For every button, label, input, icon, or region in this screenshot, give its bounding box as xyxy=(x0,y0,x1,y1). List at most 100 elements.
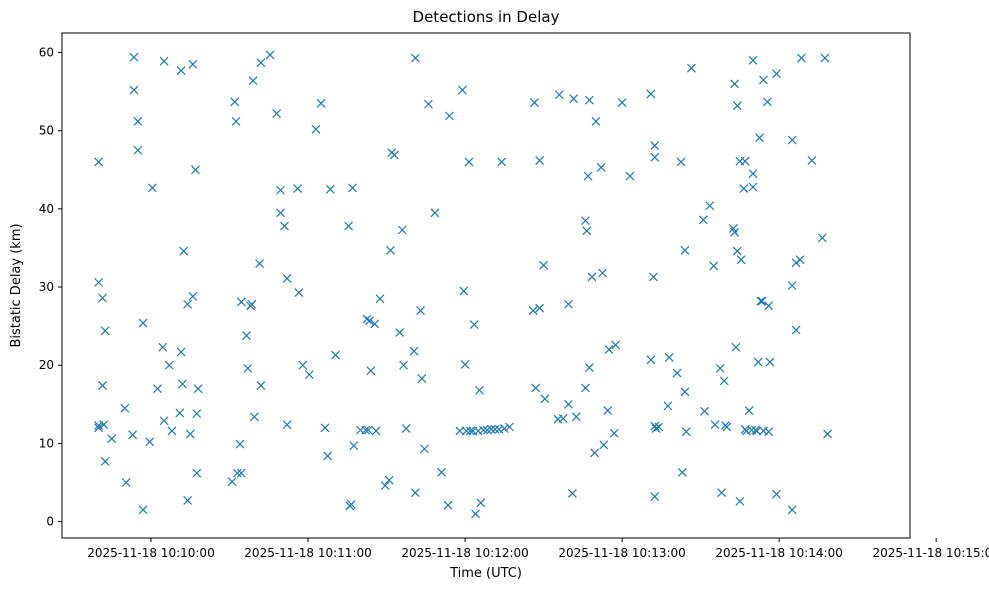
data-point xyxy=(98,381,107,390)
data-point xyxy=(731,342,741,352)
data-point xyxy=(128,430,138,440)
data-point xyxy=(649,272,658,282)
data-point xyxy=(298,360,308,370)
data-point xyxy=(179,246,189,256)
data-point xyxy=(100,456,110,466)
data-point xyxy=(646,89,656,99)
data-point xyxy=(752,426,762,436)
data-point xyxy=(736,255,746,265)
data-point xyxy=(282,274,292,283)
y-tick-label: 40 xyxy=(39,202,54,216)
data-point xyxy=(599,440,609,450)
data-point xyxy=(823,429,832,439)
data-point xyxy=(348,183,357,193)
data-point xyxy=(651,424,661,433)
data-point xyxy=(401,424,411,433)
data-point xyxy=(796,53,806,63)
data-point xyxy=(384,475,394,485)
data-point xyxy=(389,150,399,160)
data-point xyxy=(443,500,453,510)
data-point xyxy=(386,245,395,255)
data-point xyxy=(395,327,405,337)
data-point xyxy=(465,426,475,436)
data-point xyxy=(175,408,185,418)
data-point xyxy=(460,360,470,369)
data-point xyxy=(235,439,245,449)
data-point xyxy=(461,426,471,436)
data-point xyxy=(185,429,195,439)
data-point xyxy=(409,346,419,356)
data-point xyxy=(732,246,742,256)
data-point xyxy=(709,261,719,271)
data-point xyxy=(611,340,620,350)
data-point xyxy=(762,97,772,107)
data-point xyxy=(730,79,740,89)
data-point xyxy=(539,260,549,270)
data-point xyxy=(183,299,193,309)
data-point xyxy=(133,116,143,126)
y-tick-label: 30 xyxy=(39,280,54,294)
data-point xyxy=(331,350,340,360)
data-point xyxy=(569,94,579,104)
data-point xyxy=(505,422,514,432)
data-point xyxy=(617,98,627,107)
data-point xyxy=(416,306,425,315)
x-tick-label: 2025-11-18 10:10:00 xyxy=(87,546,214,560)
data-point xyxy=(236,468,246,478)
data-point xyxy=(94,277,104,287)
data-point xyxy=(598,268,607,278)
data-point xyxy=(455,426,465,436)
y-axis: 0 10 20 30 40 50 60 xyxy=(39,46,62,529)
data-point xyxy=(276,185,285,195)
data-point xyxy=(584,95,594,105)
data-point xyxy=(399,360,408,370)
data-point xyxy=(680,387,690,397)
data-point xyxy=(138,505,148,515)
data-point xyxy=(664,352,674,362)
data-point xyxy=(417,374,427,383)
data-point xyxy=(748,55,758,65)
data-point xyxy=(646,355,656,365)
data-point xyxy=(346,499,356,509)
data-point xyxy=(732,101,742,111)
data-point xyxy=(587,272,597,282)
data-point xyxy=(787,505,797,515)
data-point xyxy=(705,201,715,211)
data-point xyxy=(581,383,590,393)
data-point xyxy=(499,424,509,433)
data-point xyxy=(397,225,407,235)
data-point xyxy=(410,488,420,498)
data-point xyxy=(791,325,801,335)
data-point xyxy=(787,135,797,145)
data-point xyxy=(304,370,314,380)
data-point xyxy=(558,413,568,423)
data-point xyxy=(366,366,376,376)
data-point xyxy=(609,428,619,438)
data-point xyxy=(715,363,725,373)
data-point xyxy=(231,116,241,126)
data-point xyxy=(529,98,539,107)
data-point xyxy=(471,509,480,519)
data-point xyxy=(316,98,326,108)
data-point xyxy=(654,422,664,432)
data-point xyxy=(100,326,110,336)
data-point xyxy=(663,401,673,411)
data-point xyxy=(129,52,139,62)
data-point xyxy=(256,381,266,390)
data-point xyxy=(192,468,202,478)
data-point xyxy=(739,184,749,193)
data-point xyxy=(676,157,686,167)
data-point xyxy=(764,301,774,311)
x-tick-label: 2025-11-18 10:13:00 xyxy=(558,546,685,560)
data-point xyxy=(437,467,446,477)
data-point xyxy=(787,281,797,290)
chart-title: Detections in Delay xyxy=(413,8,560,26)
data-point xyxy=(748,169,758,179)
data-point xyxy=(490,424,500,434)
data-point xyxy=(177,379,187,389)
x-tick-label: 2025-11-18 10:11:00 xyxy=(244,546,371,560)
data-point xyxy=(604,345,614,355)
data-point xyxy=(94,157,104,167)
data-point xyxy=(365,316,374,326)
data-point xyxy=(564,399,573,409)
